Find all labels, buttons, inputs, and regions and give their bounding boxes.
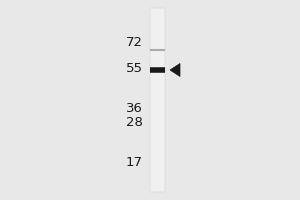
Text: 72: 72: [126, 36, 143, 48]
Text: 17: 17: [126, 156, 143, 168]
Text: 36: 36: [126, 102, 143, 114]
Bar: [150, 8, 165, 192]
Polygon shape: [170, 64, 180, 76]
Text: 55: 55: [126, 62, 143, 74]
Text: 28: 28: [126, 116, 143, 129]
